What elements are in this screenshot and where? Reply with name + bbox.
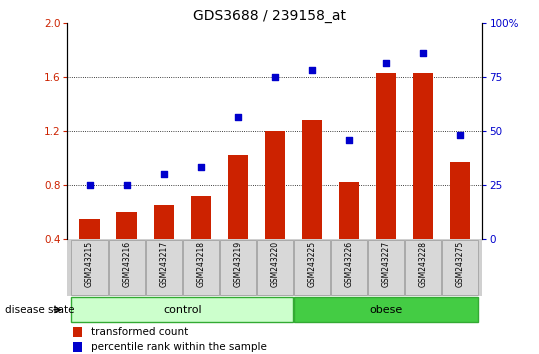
- Text: GSM243226: GSM243226: [344, 241, 354, 287]
- Text: control: control: [163, 305, 202, 315]
- Bar: [108, 240, 145, 295]
- Point: [308, 67, 316, 73]
- Text: GSM243216: GSM243216: [122, 241, 131, 287]
- Point: [419, 50, 427, 56]
- Bar: [72, 297, 293, 322]
- Bar: [331, 240, 367, 295]
- Text: percentile rank within the sample: percentile rank within the sample: [91, 342, 266, 352]
- Point: [197, 165, 205, 170]
- Point: [85, 182, 94, 188]
- Text: GSM243217: GSM243217: [159, 241, 168, 287]
- Bar: [405, 240, 441, 295]
- Point: [271, 74, 279, 80]
- Bar: [450, 162, 471, 239]
- Text: GSM243225: GSM243225: [307, 241, 316, 287]
- Text: GSM243275: GSM243275: [455, 241, 465, 287]
- Bar: [191, 196, 211, 239]
- Text: GDS3688 / 239158_at: GDS3688 / 239158_at: [193, 9, 346, 23]
- Bar: [227, 155, 248, 239]
- Bar: [154, 205, 174, 239]
- Text: GSM243219: GSM243219: [233, 241, 243, 287]
- Bar: [294, 240, 330, 295]
- Text: transformed count: transformed count: [91, 327, 188, 337]
- Bar: [413, 73, 433, 239]
- Bar: [294, 297, 478, 322]
- Text: GSM243227: GSM243227: [382, 241, 391, 287]
- Text: disease state: disease state: [5, 305, 75, 315]
- Bar: [302, 120, 322, 239]
- Bar: [376, 73, 396, 239]
- Point: [345, 138, 354, 143]
- Point: [456, 132, 465, 138]
- Point: [122, 182, 131, 188]
- Bar: [72, 240, 108, 295]
- Point: [160, 171, 168, 177]
- Point: [233, 115, 242, 120]
- Text: obese: obese: [369, 305, 403, 315]
- Bar: [73, 342, 82, 353]
- Bar: [79, 219, 100, 239]
- Bar: [73, 327, 82, 337]
- Text: GSM243220: GSM243220: [271, 241, 279, 287]
- Bar: [220, 240, 256, 295]
- Bar: [442, 240, 478, 295]
- Bar: [183, 240, 219, 295]
- Text: GSM243228: GSM243228: [419, 241, 427, 287]
- Text: GSM243218: GSM243218: [196, 241, 205, 287]
- Point: [382, 61, 390, 66]
- Bar: [368, 240, 404, 295]
- Bar: [265, 131, 285, 239]
- Bar: [146, 240, 182, 295]
- Bar: [339, 182, 359, 239]
- Text: GSM243215: GSM243215: [85, 241, 94, 287]
- Bar: [257, 240, 293, 295]
- Bar: [116, 212, 137, 239]
